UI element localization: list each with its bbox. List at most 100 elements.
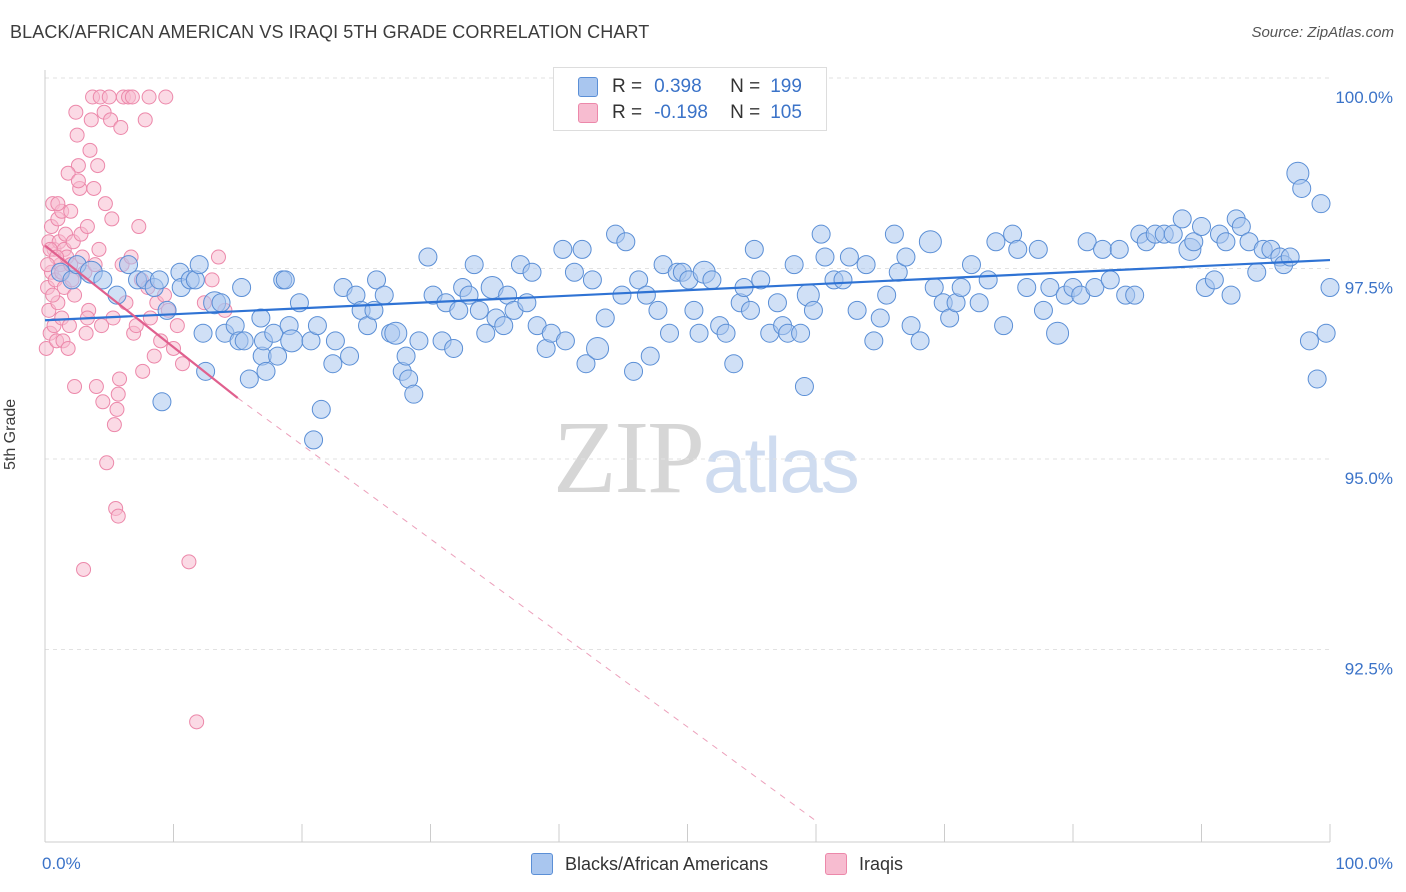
legend-row-iraqis: R = -0.198 N = 105: [578, 101, 802, 125]
iraqi-point: [83, 112, 99, 128]
black-point: [815, 247, 835, 267]
black-point: [384, 321, 408, 345]
black-point: [311, 399, 331, 419]
x-tick-label-min: 0.0%: [42, 854, 81, 873]
iraqi-point: [90, 158, 106, 174]
iraqi-point: [103, 112, 119, 128]
black-point: [744, 239, 764, 259]
black-point: [307, 316, 327, 336]
black-point: [847, 300, 867, 320]
iraqi-point: [101, 89, 117, 105]
iraqi-point: [141, 89, 157, 105]
iraqi-point: [82, 142, 98, 158]
source-credit: Source: ZipAtlas.com: [1251, 24, 1394, 41]
black-point: [994, 316, 1014, 336]
iraqi-point: [113, 119, 129, 135]
black-point: [367, 270, 387, 290]
black-point: [595, 308, 615, 328]
iraqi-point: [158, 89, 174, 105]
iraqi-point: [131, 219, 147, 235]
black-point: [1292, 178, 1312, 198]
y-tick-label: 100.0%: [1335, 88, 1393, 107]
legend-r-label: R =: [612, 102, 643, 123]
black-point: [572, 239, 592, 259]
black-point: [522, 262, 542, 282]
iraqi-point: [68, 104, 84, 120]
iraqi-point: [70, 158, 86, 174]
black-point: [767, 293, 787, 313]
iraqi-point: [210, 249, 226, 265]
black-point: [1231, 217, 1251, 237]
black-point: [553, 239, 573, 259]
black-point: [1320, 278, 1340, 297]
iraqi-point: [69, 127, 85, 143]
iraqi-point: [79, 219, 95, 235]
black-point: [811, 224, 831, 244]
black-point: [1046, 321, 1070, 345]
iraqi-point: [181, 554, 197, 570]
trend-line-iraqis: [44, 244, 239, 399]
black-point: [856, 255, 876, 275]
bottom-legend-label: Iraqis: [859, 853, 904, 874]
black-point: [1247, 262, 1267, 282]
iraqi-point: [60, 165, 76, 181]
black-point: [896, 247, 916, 267]
iraqi-point: [189, 714, 205, 730]
legend-swatch-pink: [578, 103, 598, 123]
black-point: [740, 300, 760, 320]
black-point: [275, 270, 295, 290]
black-point: [629, 270, 649, 290]
iraqi-point: [104, 211, 120, 227]
legend-r-label: R =: [612, 76, 643, 97]
black-point: [264, 323, 284, 343]
black-point: [1109, 239, 1129, 259]
iraqi-point: [99, 455, 115, 471]
black-point: [877, 285, 897, 305]
black-point: [648, 300, 668, 320]
black-point: [444, 338, 464, 358]
black-point: [751, 270, 771, 290]
watermark: ZIPatlas: [553, 398, 860, 517]
black-point: [839, 247, 859, 267]
black-point: [586, 336, 610, 360]
black-point: [1077, 232, 1097, 252]
black-point: [1008, 239, 1028, 259]
black-point: [1040, 278, 1060, 297]
black-point: [1307, 369, 1327, 389]
black-point: [234, 331, 254, 351]
iraqi-point: [106, 417, 122, 433]
black-point: [612, 285, 632, 305]
black-point: [251, 308, 271, 328]
legend-r-value: -0.198: [654, 102, 708, 123]
black-point: [884, 224, 904, 244]
black-point: [494, 316, 514, 336]
iraqi-point: [97, 196, 113, 212]
watermark-atlas: atlas: [703, 421, 860, 509]
legend-n-value: 199: [770, 76, 802, 97]
iraqi-point: [78, 325, 94, 341]
black-point: [784, 255, 804, 275]
black-point: [149, 270, 169, 290]
bottom-legend-blacks[interactable]: Blacks/African Americans: [531, 851, 768, 877]
legend-r-value: 0.398: [654, 76, 702, 97]
black-point: [684, 300, 704, 320]
black-point: [978, 270, 998, 290]
black-point: [918, 230, 942, 254]
black-point: [616, 232, 636, 252]
black-point: [794, 377, 814, 397]
iraqi-point: [95, 394, 111, 410]
black-point: [239, 369, 259, 389]
black-point: [716, 323, 736, 343]
bottom-legend-iraqis[interactable]: Iraqis: [825, 851, 903, 877]
black-point: [268, 346, 288, 366]
black-point: [464, 255, 484, 275]
black-point: [689, 323, 709, 343]
bottom-legend-label: Blacks/African Americans: [565, 853, 769, 874]
black-point: [1204, 270, 1224, 290]
black-point: [211, 293, 231, 313]
black-point: [449, 300, 469, 320]
black-point: [193, 323, 213, 343]
black-point: [374, 285, 394, 305]
iraqi-point: [40, 257, 56, 273]
iraqi-point: [112, 371, 128, 387]
